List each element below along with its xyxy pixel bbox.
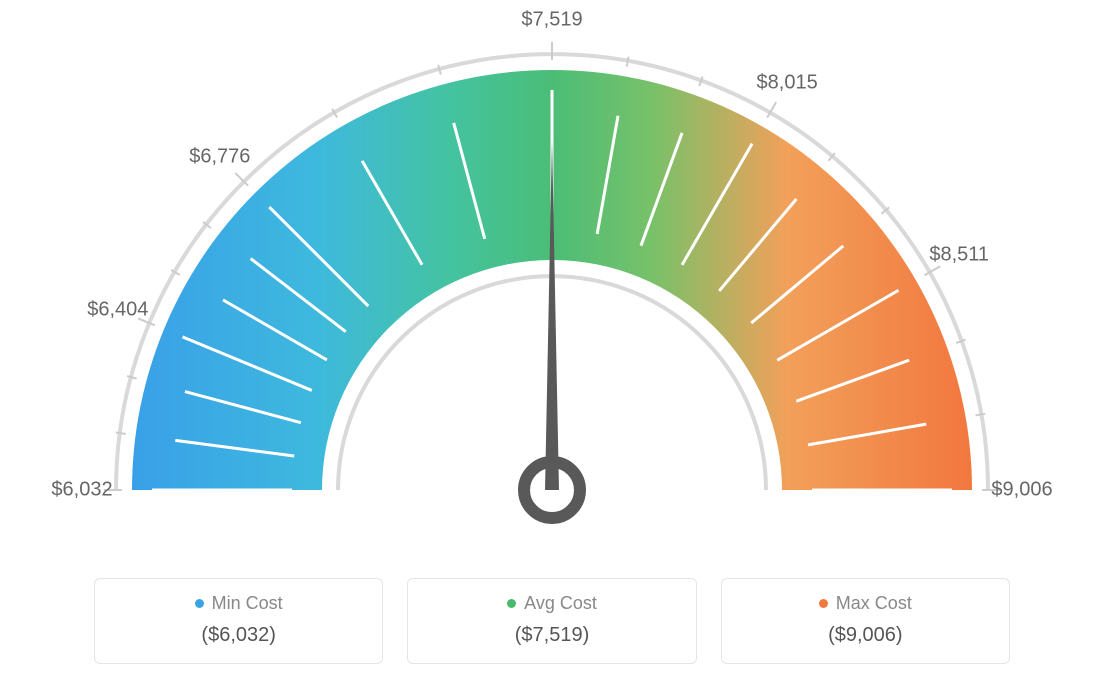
cost-gauge-chart: $6,032 $6,404 $6,776 $7,519 $8,015 $8,511 $9,0… (0, 0, 1104, 690)
gauge-tick-label: $6,776 (189, 146, 250, 169)
gauge-container: $6,032 $6,404 $6,776 $7,519 $8,015 $8,511 $9,0… (52, 0, 1052, 560)
gauge-tick-label: $7,519 (521, 9, 582, 32)
gauge-tick-label: $6,032 (51, 479, 112, 502)
legend-value-min: ($6,032) (95, 624, 382, 647)
legend-card-max: Max Cost ($9,006) (721, 578, 1010, 664)
gauge-tick-label: $6,404 (87, 299, 148, 322)
gauge-svg (52, 0, 1052, 560)
legend-row: Min Cost ($6,032) Avg Cost ($7,519) Max … (94, 578, 1010, 664)
gauge-tick-label: $9,006 (991, 479, 1052, 502)
gauge-tick-label: $8,015 (757, 72, 818, 95)
legend-value-max: ($9,006) (722, 624, 1009, 647)
dot-min (195, 599, 204, 608)
legend-label-min: Min Cost (212, 593, 283, 614)
legend-card-min: Min Cost ($6,032) (94, 578, 383, 664)
legend-card-avg: Avg Cost ($7,519) (407, 578, 696, 664)
dot-avg (507, 599, 516, 608)
gauge-tick-label: $8,511 (929, 244, 989, 267)
legend-label-avg: Avg Cost (524, 593, 597, 614)
legend-label-max: Max Cost (836, 593, 912, 614)
legend-value-avg: ($7,519) (408, 624, 695, 647)
dot-max (819, 599, 828, 608)
